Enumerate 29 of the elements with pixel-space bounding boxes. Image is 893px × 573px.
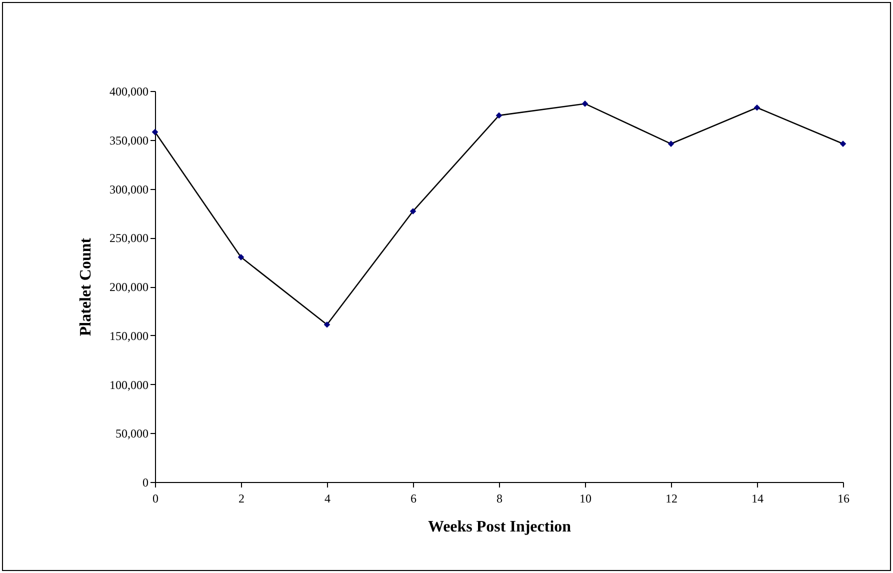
point <box>668 140 674 147</box>
y-tick-label: 350,000 <box>110 133 148 148</box>
y-tick-label: 150,000 <box>110 328 148 343</box>
y-tick-label: 300,000 <box>110 182 148 196</box>
x-tick-label: 2 <box>238 492 244 506</box>
x-tick-label: 0 <box>152 492 158 506</box>
point <box>754 104 760 111</box>
point <box>582 100 588 107</box>
point <box>238 254 244 260</box>
x-tick-label: 12 <box>666 492 678 506</box>
x-tick-label: 16 <box>838 492 850 506</box>
point <box>840 140 846 147</box>
y-tick-label: 0 <box>142 476 148 490</box>
x-tick-label: 14 <box>752 492 764 506</box>
y-tick-label: 250,000 <box>110 231 148 246</box>
x-axis-title: Weeks Post Injection <box>428 518 572 536</box>
x-tick-label: 6 <box>410 492 416 506</box>
point <box>324 321 330 328</box>
y-axis-title: Platelet Count <box>78 237 94 336</box>
y-tick-label: 400,000 <box>110 84 148 98</box>
x-tick-label: 10 <box>580 492 592 506</box>
y-tick-label: 50,000 <box>116 426 148 441</box>
y-tick-label: 100,000 <box>110 378 148 392</box>
point <box>496 112 502 119</box>
x-tick-label: 8 <box>496 492 502 506</box>
y-tick-label: 200,000 <box>110 280 148 294</box>
point <box>152 128 158 136</box>
x-tick-label: 4 <box>324 492 330 506</box>
point <box>410 208 416 214</box>
